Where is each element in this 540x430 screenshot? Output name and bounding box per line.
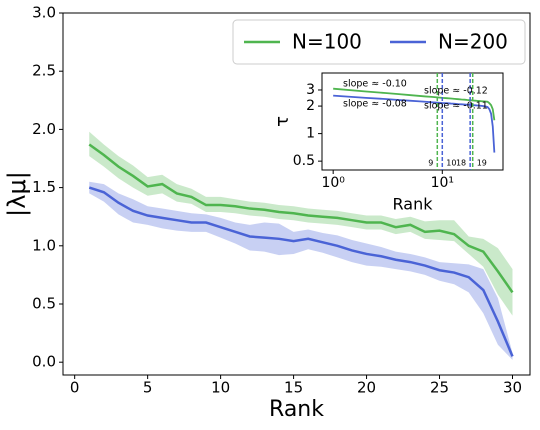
y-axis-label: |λμ| (3, 171, 31, 217)
line (333, 87, 496, 121)
threshold-label: 9 (428, 159, 433, 168)
legend-box (232, 19, 526, 65)
x-tick-label: 30 (503, 379, 522, 397)
error-band (89, 181, 513, 360)
x-tick-label: 10 (211, 379, 230, 397)
y-tick-label: 1.0 (32, 236, 56, 254)
x-tick-label: 25 (430, 379, 449, 397)
y-tick-label: 0.5 (32, 294, 56, 312)
error-band (89, 131, 513, 316)
x-tick-label: 15 (284, 379, 303, 397)
threshold-label: 10 (446, 159, 456, 168)
y-tick-label: 1.5 (32, 178, 56, 196)
x-axis-label: Rank (269, 397, 324, 422)
x-tick-label: 20 (357, 379, 376, 397)
plot-area (62, 12, 531, 376)
line (333, 94, 496, 153)
slope-annotation: slope ≈ -0.08 (343, 99, 407, 110)
legend-label: N=200 (438, 30, 508, 54)
line (88, 143, 514, 294)
x-tick-label: 10¹ (431, 175, 454, 191)
x-axis-label: Rank (393, 195, 434, 214)
x-tick-label: 10⁰ (321, 175, 345, 191)
x-tick-label: 0 (70, 379, 80, 397)
y-tick-label: 1 (306, 126, 315, 142)
slope-annotation: slope ≈ -0.10 (343, 79, 407, 90)
y-tick-label: 2.0 (32, 120, 56, 138)
slope-annotation: slope ≈ -0.11 (424, 101, 488, 112)
legend-label: N=100 (292, 30, 362, 54)
y-tick-label: 2 (306, 98, 315, 114)
threshold-label: 18 (456, 159, 466, 168)
y-tick-label: 0.0 (32, 353, 56, 371)
threshold-label: 19 (477, 159, 487, 168)
y-tick-label: 2.5 (32, 62, 56, 80)
line (88, 186, 514, 357)
x-tick-label: 5 (143, 379, 153, 397)
y-tick-label: 3.0 (32, 4, 56, 22)
y-tick-label: 3 (306, 82, 315, 98)
slope-annotation: slope ≈ -0.12 (424, 86, 488, 97)
y-tick-label: 0.5 (293, 153, 315, 169)
y-axis-label: τ (272, 116, 293, 127)
